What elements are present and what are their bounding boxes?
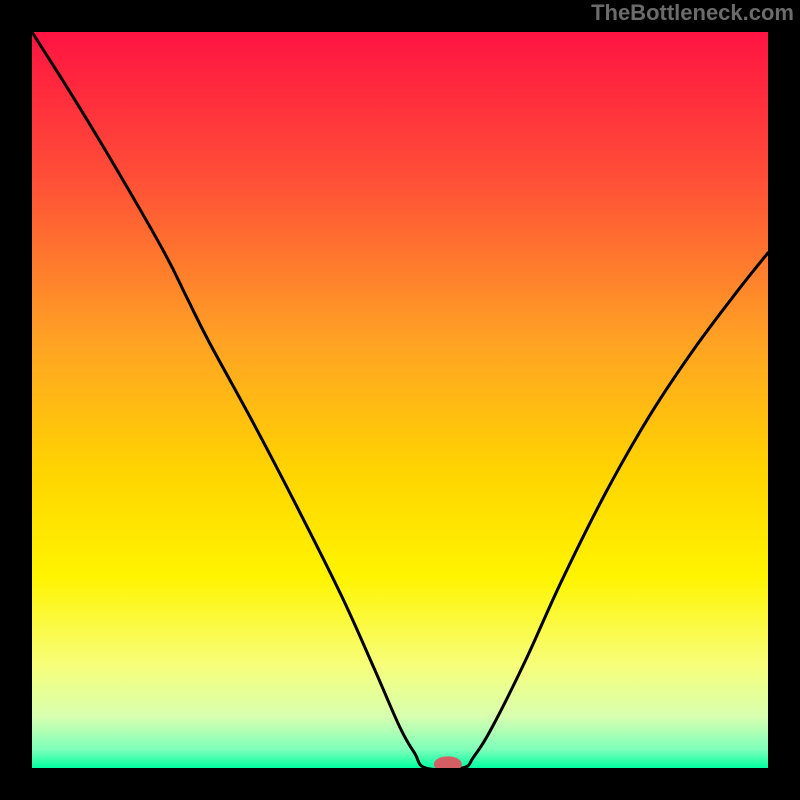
bottleneck-chart — [0, 0, 800, 800]
watermark-text: TheBottleneck.com — [591, 0, 794, 26]
gradient-background — [32, 32, 768, 768]
chart-container: TheBottleneck.com — [0, 0, 800, 800]
